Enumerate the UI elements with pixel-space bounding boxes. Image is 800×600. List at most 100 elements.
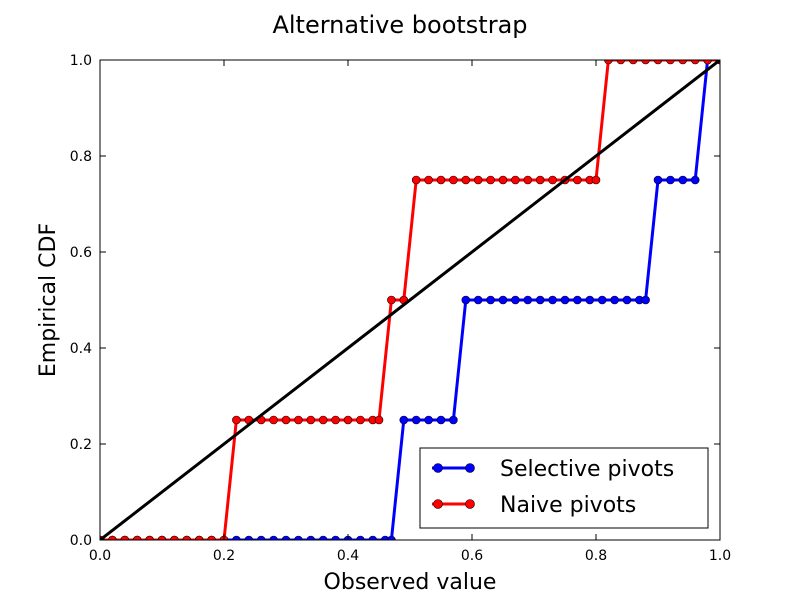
legend-marker-selective — [465, 463, 475, 473]
y-tick-label: 0.2 — [70, 437, 92, 453]
data-point-selective — [641, 295, 650, 305]
data-point-selective — [256, 535, 266, 540]
data-point-selective — [232, 535, 241, 540]
data-point-selective — [535, 295, 545, 305]
data-point-selective — [424, 415, 433, 425]
data-point-naive — [641, 60, 650, 65]
data-point-naive — [653, 60, 663, 65]
axis-ticks: 0.0 0.2 0.4 0.6 0.8 1.0 0.0 0.2 0.4 0.6 0.8 1.0 — [70, 53, 731, 564]
y-tick-label: 0.8 — [70, 149, 92, 165]
data-point-selective — [498, 295, 508, 305]
data-point-naive — [511, 175, 520, 185]
data-point-selective — [548, 295, 557, 305]
data-point-naive — [132, 535, 142, 540]
data-point-selective — [281, 535, 291, 540]
data-point-selective — [560, 295, 570, 305]
y-tick-label: 1.0 — [70, 53, 92, 69]
data-point-naive — [331, 415, 340, 425]
data-point-selective — [269, 535, 278, 540]
data-point-naive — [535, 175, 545, 185]
y-tick-label: 0.6 — [70, 245, 92, 261]
legend-marker-selective — [433, 463, 443, 473]
data-point-naive — [604, 60, 613, 65]
data-point-naive — [473, 175, 483, 185]
chart-title: Alternative bootstrap — [272, 11, 527, 39]
data-point-selective — [356, 535, 365, 540]
plot-area — [100, 60, 720, 540]
data-point-naive — [666, 60, 675, 65]
data-point-naive — [461, 175, 471, 185]
data-point-naive — [269, 415, 278, 425]
data-point-selective — [622, 295, 632, 305]
data-point-selective — [653, 175, 663, 185]
data-point-naive — [703, 60, 712, 65]
data-point-naive — [573, 175, 582, 185]
data-point-naive — [157, 535, 167, 540]
data-point-naive — [616, 60, 626, 65]
y-tick-label: 0.0 — [70, 533, 92, 549]
x-tick-label: 1.0 — [709, 548, 731, 564]
x-tick-label: 0.8 — [585, 548, 607, 564]
data-point-selective — [678, 175, 688, 185]
x-tick-label: 0.6 — [461, 548, 483, 564]
data-point-naive — [281, 415, 291, 425]
plot-frame — [99, 59, 721, 541]
data-point-selective — [399, 415, 409, 425]
data-point-naive — [232, 415, 241, 425]
data-point-selective — [318, 535, 328, 540]
data-point-naive — [120, 535, 130, 540]
data-point-naive — [548, 175, 557, 185]
data-point-naive — [387, 295, 396, 305]
x-tick-label: 0.4 — [337, 548, 359, 564]
data-point-selective — [461, 295, 471, 305]
data-point-naive — [194, 535, 204, 540]
data-point-selective — [585, 295, 595, 305]
data-point-selective — [666, 175, 675, 185]
legend-marker-naive — [433, 499, 443, 509]
data-point-selective — [306, 535, 316, 540]
data-point-selective — [473, 295, 483, 305]
data-point-naive — [343, 415, 353, 425]
data-point-selective — [436, 415, 446, 425]
x-tick-label: 0.2 — [213, 548, 235, 564]
data-point-naive — [690, 60, 700, 65]
data-point-naive — [449, 175, 458, 185]
data-point-naive — [374, 415, 384, 425]
data-point-naive — [182, 535, 192, 540]
data-point-selective — [573, 295, 582, 305]
data-point-selective — [411, 415, 421, 425]
data-point-selective — [511, 295, 520, 305]
series-line-selective — [100, 60, 720, 540]
data-point-selective — [597, 295, 607, 305]
data-point-naive — [108, 535, 117, 540]
data-point-selective — [380, 535, 390, 540]
legend-marker-naive — [465, 499, 475, 509]
data-point-selective — [331, 535, 340, 540]
data-point-naive — [591, 175, 601, 185]
data-point-naive — [498, 175, 508, 185]
data-point-selective — [368, 535, 378, 540]
data-point-naive — [628, 60, 638, 65]
data-point-selective — [690, 175, 700, 185]
data-point-naive — [356, 415, 365, 425]
series-line-naive — [100, 60, 720, 540]
data-point-selective — [244, 535, 254, 540]
legend-frame — [419, 447, 709, 529]
data-point-naive — [523, 175, 533, 185]
data-point-naive — [294, 415, 303, 425]
data-point-naive — [486, 175, 495, 185]
reference-diagonal-line — [100, 60, 720, 540]
data-point-selective — [294, 535, 303, 540]
data-point-naive — [170, 535, 179, 540]
data-point-naive — [207, 535, 216, 540]
data-point-naive — [678, 60, 688, 65]
data-point-selective — [486, 295, 495, 305]
legend-label-naive: Naive pivots — [500, 493, 636, 518]
legend-label-selective: Selective pivots — [500, 457, 674, 482]
data-point-naive — [424, 175, 433, 185]
data-point-naive — [306, 415, 316, 425]
data-point-naive — [145, 535, 154, 540]
data-point-naive — [411, 175, 421, 185]
data-point-selective — [449, 415, 458, 425]
